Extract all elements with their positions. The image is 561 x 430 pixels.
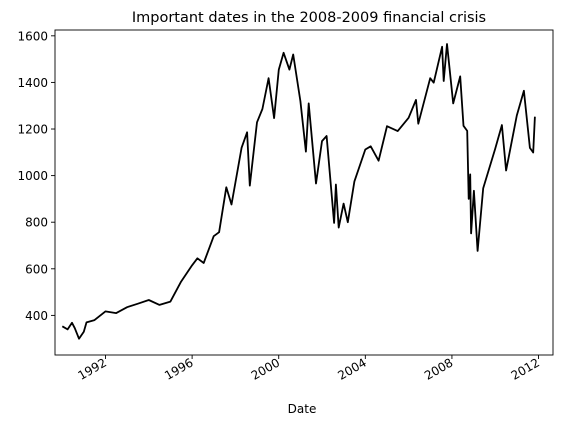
chart-title: Important dates in the 2008-2009 financi… [132,10,486,26]
x-tick-label: 2000 [249,355,282,382]
series-line [61,43,536,340]
y-tick-label: 1400 [17,76,48,90]
x-axis-label: Date [288,402,317,416]
y-tick-label: 1000 [17,169,48,183]
y-tick-label: 600 [25,262,48,276]
x-tick-label: 2008 [422,355,455,382]
y-tick-label: 800 [25,216,48,230]
x-tick-label: 1996 [162,355,195,382]
y-tick-label: 1200 [17,123,48,137]
x-tick-label: 2012 [509,355,542,382]
y-tick-label: 400 [25,309,48,323]
y-tick-label: 1600 [17,29,48,43]
x-tick-label: 2004 [335,355,368,382]
x-tick-label: 1992 [76,355,109,382]
plot-frame [54,29,554,356]
